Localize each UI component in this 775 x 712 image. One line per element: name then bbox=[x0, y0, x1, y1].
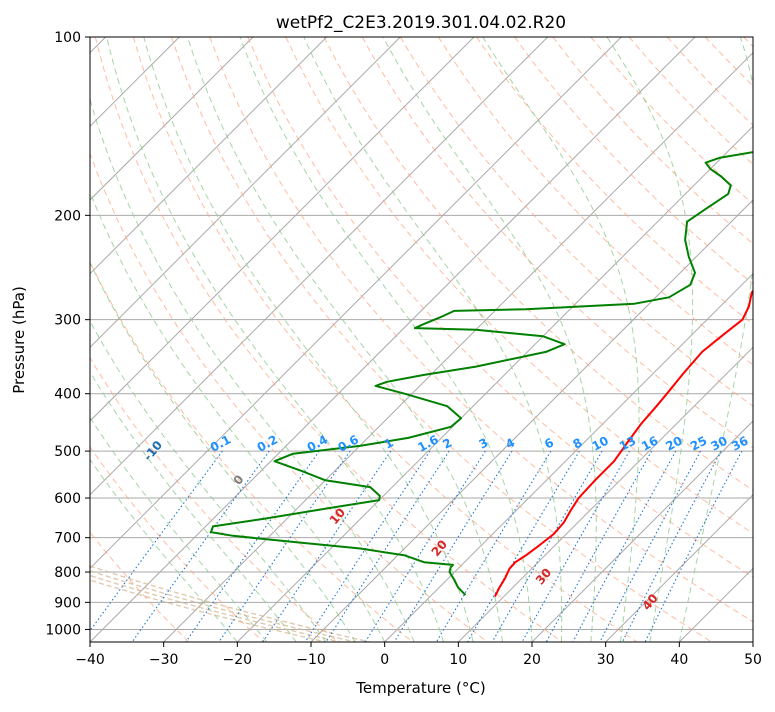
dry-adiabat-line bbox=[133, 37, 637, 642]
dry-adiabat-line bbox=[591, 37, 775, 642]
dry-adiabat-label: 30 bbox=[533, 566, 554, 588]
y-tick-label: 600 bbox=[54, 491, 81, 507]
x-tick-label: −30 bbox=[149, 652, 179, 668]
dry-adiabat-line bbox=[0, 37, 189, 642]
x-tick-label: 30 bbox=[597, 652, 615, 668]
isotherm-line bbox=[90, 37, 695, 642]
isotherm-line bbox=[0, 37, 474, 642]
isotherm-line bbox=[237, 37, 775, 642]
y-tick-label: 700 bbox=[54, 531, 81, 547]
x-tick-label: −20 bbox=[223, 652, 253, 668]
chart-title: wetPf2_C2E3.2019.301.04.02.R20 bbox=[276, 13, 566, 33]
x-tick-label: 10 bbox=[449, 652, 467, 668]
dry-adiabat-label: 0 bbox=[230, 472, 246, 487]
y-tick-label: 100 bbox=[54, 30, 81, 46]
mixing-ratio-line bbox=[365, 451, 485, 642]
dry-adiabat-line bbox=[0, 37, 263, 642]
wet-bulb-line bbox=[0, 37, 341, 642]
dry-adiabat-line bbox=[553, 37, 775, 642]
dry-adiabat-line bbox=[667, 37, 775, 642]
dry-adiabat-label: 40 bbox=[639, 591, 660, 613]
mixing-ratio-line bbox=[573, 451, 676, 642]
isotherm-line bbox=[679, 37, 775, 642]
isotherm-line bbox=[0, 37, 327, 642]
dry-adiabat-label: 20 bbox=[429, 537, 450, 559]
moist-adiabat-line bbox=[22, 37, 355, 642]
isotherm-line bbox=[458, 37, 775, 642]
y-tick-label: 200 bbox=[54, 208, 81, 224]
dry-adiabat-line bbox=[19, 37, 413, 642]
dry-adiabat-line bbox=[705, 37, 775, 642]
y-tick-label: 500 bbox=[54, 444, 81, 460]
x-tick-label: 40 bbox=[670, 652, 688, 668]
moist-adiabat-line bbox=[483, 37, 639, 642]
wet-bulb-line bbox=[0, 37, 355, 642]
mixing-ratio-line bbox=[132, 451, 269, 642]
dry-adiabat-line bbox=[744, 37, 775, 642]
mixing-ratio-label: 2 bbox=[440, 435, 454, 451]
y-tick-label: 300 bbox=[54, 313, 81, 329]
mixing-ratio-label: 6 bbox=[542, 435, 556, 451]
isotherm-line bbox=[0, 37, 400, 642]
x-tick-label: 0 bbox=[380, 652, 389, 668]
dry-adiabat-line bbox=[438, 37, 775, 642]
moist-adiabat-line bbox=[188, 37, 503, 642]
dewpoint-profile-line bbox=[211, 37, 775, 595]
moist-adiabat-line bbox=[240, 37, 532, 642]
dry-adiabat-label: -10 bbox=[141, 438, 166, 464]
x-tick-label: −10 bbox=[296, 652, 326, 668]
moist-adiabat-line bbox=[0, 37, 237, 642]
dry-adiabat-line bbox=[0, 37, 338, 642]
mixing-ratio-line bbox=[600, 451, 701, 642]
x-axis-label: Temperature (°C) bbox=[355, 679, 485, 697]
isotherm-line bbox=[0, 37, 253, 642]
x-tick-label: −40 bbox=[75, 652, 105, 668]
y-tick-label: 400 bbox=[54, 387, 81, 403]
y-tick-label: 1000 bbox=[45, 622, 81, 638]
y-axis-label: Pressure (hPa) bbox=[10, 286, 28, 394]
mixing-ratio-line bbox=[468, 451, 580, 642]
y-tick-label: 800 bbox=[54, 565, 81, 581]
x-tick-label: 20 bbox=[523, 652, 541, 668]
dry-adiabat-line bbox=[57, 37, 488, 642]
x-tick-label: 50 bbox=[744, 652, 762, 668]
isotherm-line bbox=[753, 37, 775, 642]
moist-adiabat-line bbox=[607, 37, 693, 642]
plot-frame bbox=[90, 37, 753, 642]
wet-bulb-line bbox=[0, 37, 370, 642]
y-tick-label: 900 bbox=[54, 595, 81, 611]
isotherm-line bbox=[164, 37, 769, 642]
